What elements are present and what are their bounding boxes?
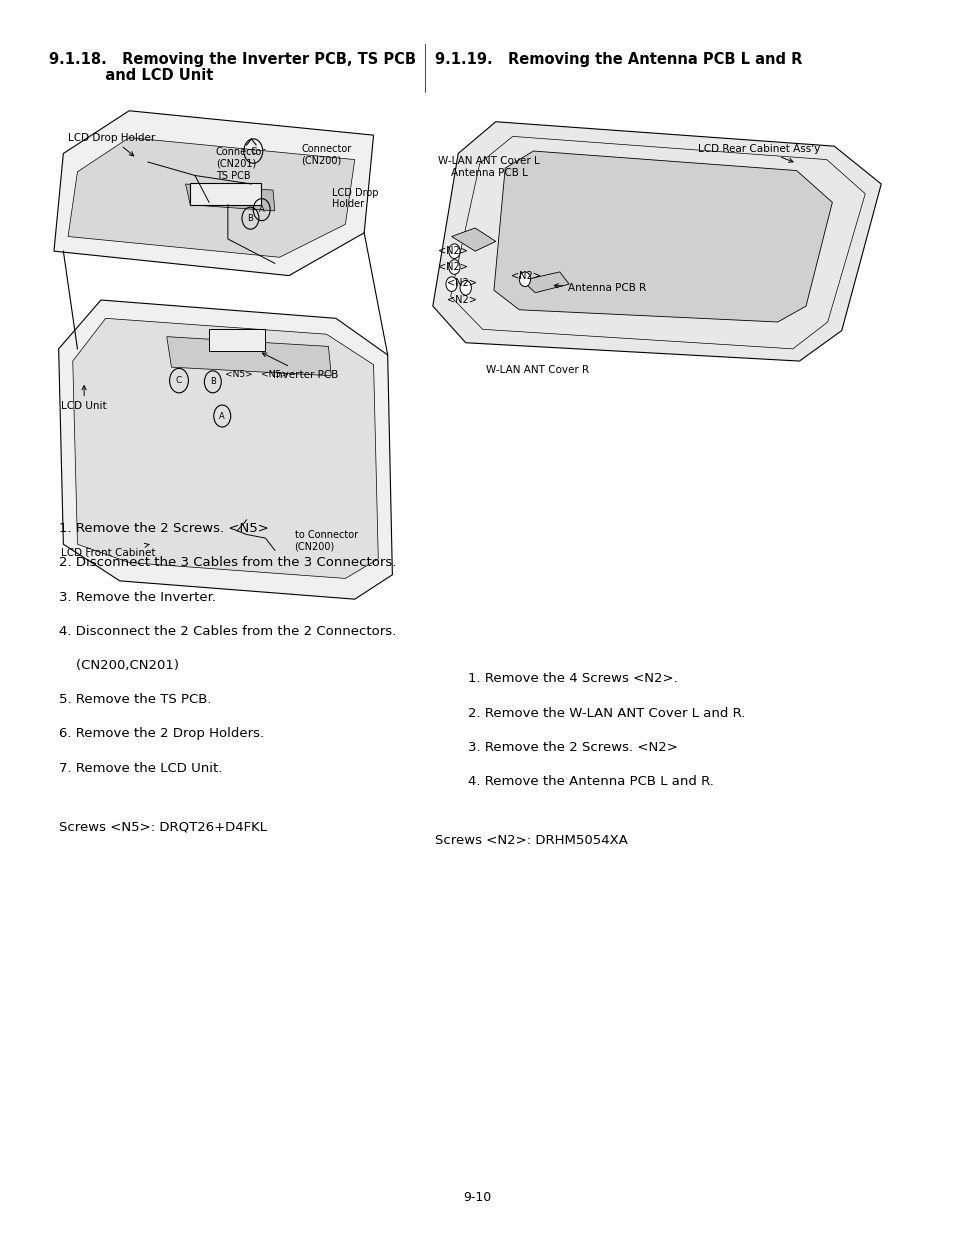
Polygon shape (494, 151, 831, 322)
Polygon shape (433, 122, 881, 361)
Text: 3. Remove the 2 Screws. <N2>: 3. Remove the 2 Screws. <N2> (467, 741, 677, 753)
Text: W-LAN ANT Cover R: W-LAN ANT Cover R (486, 364, 589, 374)
Text: LCD Rear Cabinet Ass'y: LCD Rear Cabinet Ass'y (698, 143, 820, 162)
Text: 6. Remove the 2 Drop Holders.: 6. Remove the 2 Drop Holders. (58, 727, 263, 741)
Text: 4. Remove the Antenna PCB L and R.: 4. Remove the Antenna PCB L and R. (467, 776, 713, 788)
Polygon shape (68, 137, 355, 257)
Text: <N2>: <N2> (437, 262, 467, 272)
Text: 7. Remove the LCD Unit.: 7. Remove the LCD Unit. (58, 762, 222, 774)
Text: A: A (219, 411, 225, 420)
Polygon shape (186, 184, 274, 211)
Text: A: A (258, 205, 264, 214)
Text: 2. Disconnect the 3 Cables from the 3 Connectors.: 2. Disconnect the 3 Cables from the 3 Co… (58, 557, 395, 569)
Polygon shape (521, 272, 569, 293)
Text: 3. Remove the Inverter.: 3. Remove the Inverter. (58, 590, 215, 604)
Text: <N2>: <N2> (510, 270, 540, 280)
Text: 5. Remove the TS PCB.: 5. Remove the TS PCB. (58, 693, 211, 706)
Circle shape (518, 272, 530, 287)
Text: (CN200,CN201): (CN200,CN201) (58, 659, 178, 672)
Text: 9-10: 9-10 (462, 1191, 491, 1204)
Text: LCD Drop
Holder: LCD Drop Holder (332, 188, 378, 209)
Text: C: C (250, 147, 256, 156)
FancyBboxPatch shape (190, 183, 260, 205)
Text: Connector
(CN200): Connector (CN200) (301, 143, 351, 165)
Text: <N2>: <N2> (446, 295, 476, 305)
Text: LCD Front Cabinet: LCD Front Cabinet (61, 543, 155, 558)
Circle shape (445, 277, 456, 291)
Text: <N5>: <N5> (225, 370, 253, 379)
Polygon shape (54, 111, 374, 275)
Text: Antenna PCB R: Antenna PCB R (554, 283, 646, 293)
Text: B: B (210, 378, 215, 387)
Text: <N5>: <N5> (260, 370, 288, 379)
Text: LCD Drop Holder: LCD Drop Holder (68, 132, 155, 156)
Text: LCD Unit: LCD Unit (61, 385, 107, 411)
Text: 9.1.18.   Removing the Inverter PCB, TS PCB: 9.1.18. Removing the Inverter PCB, TS PC… (50, 52, 416, 67)
Polygon shape (72, 319, 378, 578)
Text: 1. Remove the 2 Screws. <N5>: 1. Remove the 2 Screws. <N5> (58, 522, 268, 535)
Text: <N2>: <N2> (446, 278, 476, 288)
Text: Connector
(CN201)
TS PCB: Connector (CN201) TS PCB (215, 147, 266, 180)
Text: B: B (247, 214, 253, 222)
Polygon shape (58, 300, 392, 599)
Text: 4. Disconnect the 2 Cables from the 2 Connectors.: 4. Disconnect the 2 Cables from the 2 Co… (58, 625, 395, 637)
FancyBboxPatch shape (209, 330, 265, 351)
Circle shape (448, 243, 459, 258)
Text: Screws <N5>: DRQT26+D4FKL: Screws <N5>: DRQT26+D4FKL (58, 820, 267, 834)
Circle shape (448, 259, 459, 274)
Text: Screws <N2>: DRHM5054XA: Screws <N2>: DRHM5054XA (435, 834, 627, 847)
Text: 2. Remove the W-LAN ANT Cover L and R.: 2. Remove the W-LAN ANT Cover L and R. (467, 706, 744, 720)
Text: W-LAN ANT Cover L: W-LAN ANT Cover L (437, 156, 538, 165)
Polygon shape (451, 228, 496, 251)
Circle shape (459, 280, 471, 295)
Text: to Connector
(CN200): to Connector (CN200) (294, 530, 357, 551)
Text: <N2>: <N2> (437, 246, 467, 256)
Polygon shape (167, 337, 331, 375)
Text: Inverter PCB: Inverter PCB (262, 353, 338, 379)
Text: 1. Remove the 4 Screws <N2>.: 1. Remove the 4 Screws <N2>. (467, 672, 677, 685)
Text: and LCD Unit: and LCD Unit (50, 68, 213, 83)
Text: 9.1.19.   Removing the Antenna PCB L and R: 9.1.19. Removing the Antenna PCB L and R (435, 52, 801, 67)
Text: Antenna PCB L: Antenna PCB L (450, 168, 527, 178)
Text: C: C (175, 377, 182, 385)
